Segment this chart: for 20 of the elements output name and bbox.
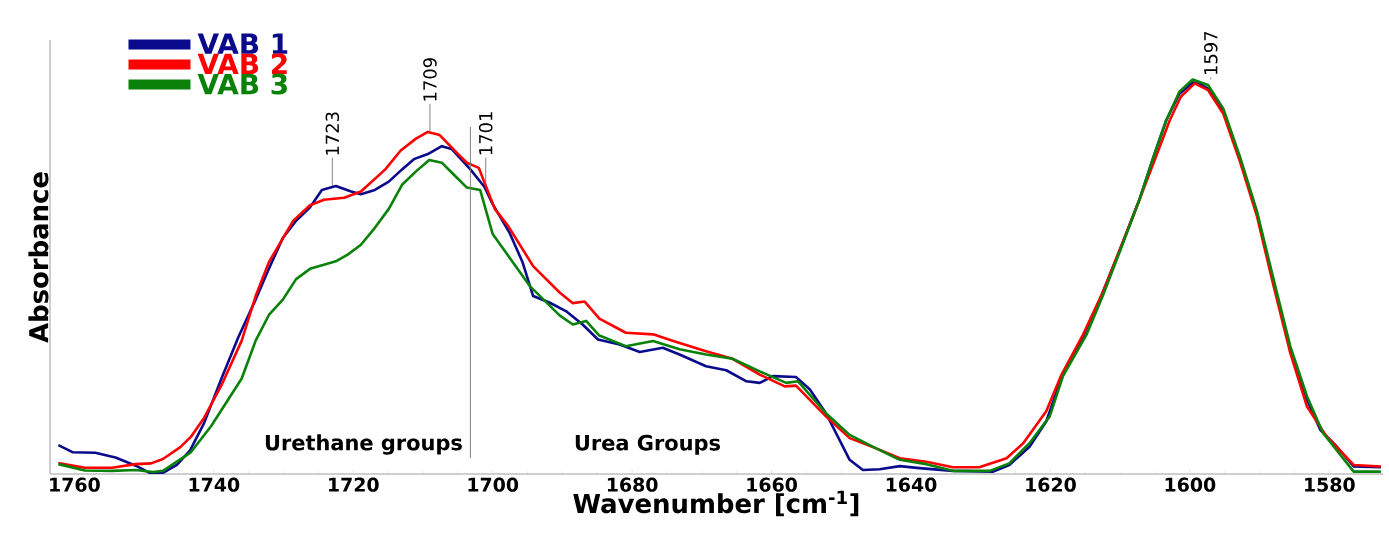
x-tick-label: 1720 — [329, 477, 379, 492]
annotation: 1723 — [325, 112, 340, 155]
legend-label: VAB 2 — [197, 53, 287, 75]
x-tick-label: 1640 — [886, 477, 937, 492]
annotation: 1701 — [478, 112, 493, 155]
x-tick-label: 1760 — [50, 477, 100, 492]
annotation: 1709 — [423, 58, 437, 101]
x-tick-label: 1700 — [468, 477, 519, 492]
y-axis-title: Absorbance — [28, 172, 49, 343]
annotation: Urea Groups — [575, 434, 720, 455]
x-tick-label: 1740 — [189, 477, 240, 492]
x-tick-label: 1580 — [1305, 477, 1355, 492]
legend-label: VAB 1 — [197, 33, 288, 54]
x-tick-label: 1660 — [747, 477, 798, 492]
annotation: 1597 — [1203, 31, 1218, 75]
x-tick-label: 1600 — [1165, 477, 1216, 492]
x-tick-label: 1620 — [1026, 477, 1076, 492]
annotation: Urethane groups — [265, 434, 462, 455]
legend-label: VAB 3 — [197, 73, 287, 95]
x-tick-label: 1680 — [607, 477, 658, 492]
